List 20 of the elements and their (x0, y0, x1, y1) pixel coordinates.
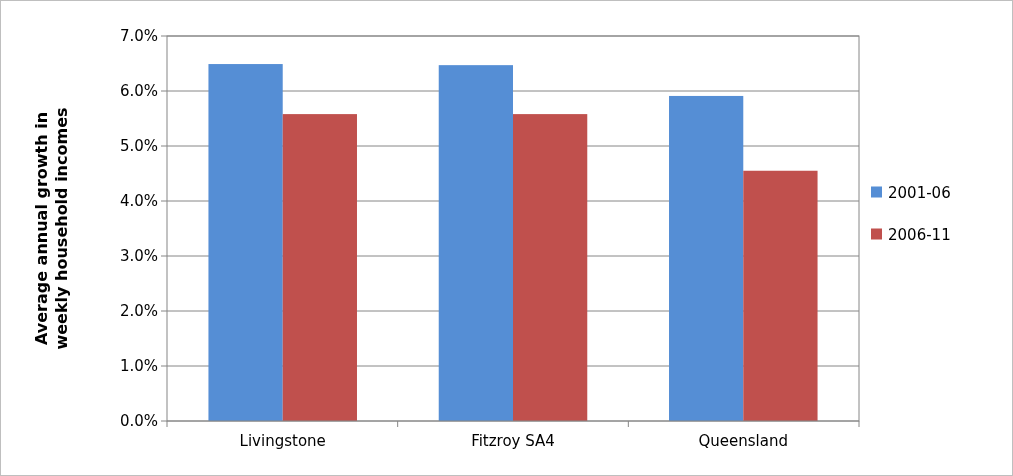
y-tick-label: 6.0% (119, 82, 158, 101)
x-tick-label: Queensland (698, 432, 789, 450)
y-tick-label: 7.0% (119, 27, 158, 46)
y-tick-label: 3.0% (119, 247, 158, 266)
y-tick-label: 1.0% (119, 357, 158, 376)
bar (743, 170, 818, 421)
bar (669, 95, 744, 421)
bar (438, 65, 513, 421)
bar (282, 114, 357, 421)
y-tick-label: 4.0% (119, 192, 158, 211)
y-tick-label: 5.0% (119, 137, 158, 156)
x-tick-label: Livingstone (239, 432, 326, 450)
legend-label: 2006-11 (888, 225, 951, 244)
x-tick-label: Fitzroy SA4 (471, 432, 555, 450)
legend-label: 2001-06 (888, 183, 951, 202)
bar (513, 114, 588, 421)
y-tick-label: 0.0% (119, 412, 158, 431)
bar (208, 64, 283, 421)
y-tick-label: 2.0% (119, 302, 158, 321)
y-axis-title: Average annual growth in weekly household incomes (32, 107, 71, 350)
